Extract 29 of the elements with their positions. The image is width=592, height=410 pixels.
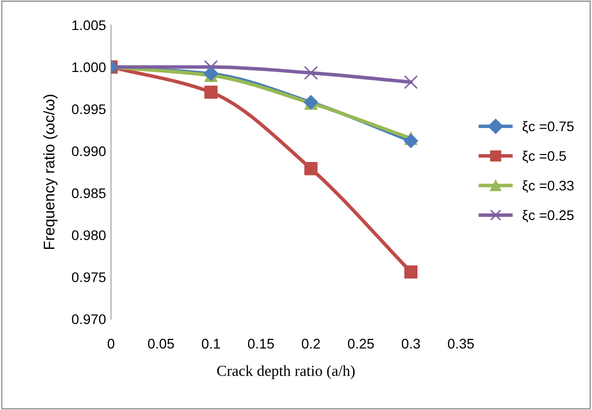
legend-label: ξc =0.33 <box>522 180 574 193</box>
y-tick-label: 0.975 <box>72 272 106 282</box>
x-tick-label: 0.35 <box>448 338 474 349</box>
x-tick-label: 0.15 <box>248 338 274 349</box>
y-tick-label: 1.000 <box>72 62 106 72</box>
y-tick-label: 0.995 <box>72 104 106 114</box>
y-tick-label: 0.980 <box>72 230 106 240</box>
legend-label: ξc =0.25 <box>522 210 574 222</box>
x-axis-title: Crack depth ratio (a/h) <box>217 365 355 380</box>
x-tick-label: 0.05 <box>148 338 174 349</box>
point <box>404 75 418 90</box>
x-tick-label: 0.3 <box>402 338 420 349</box>
legend-label: ξc =0.75 <box>522 121 574 134</box>
point <box>304 66 318 80</box>
point <box>404 134 418 148</box>
point <box>204 86 218 99</box>
y-tick-label: 1.005 <box>72 20 106 30</box>
point <box>404 265 418 279</box>
y-axis-title: Frequency ratio (ωc/ω) <box>43 94 58 249</box>
y-tick-label: 0.990 <box>72 146 106 156</box>
x-tick-label: 0.25 <box>348 338 374 349</box>
legend-label: ξc =0.5 <box>522 150 566 164</box>
y-tick-label: 0.970 <box>72 314 106 324</box>
x-tick-label: 0 <box>108 338 114 349</box>
x-tick-label: 0.1 <box>202 338 220 349</box>
point <box>204 60 218 74</box>
point <box>304 162 318 176</box>
x-tick-label: 0.2 <box>302 338 320 349</box>
y-tick-label: 0.985 <box>72 188 106 198</box>
